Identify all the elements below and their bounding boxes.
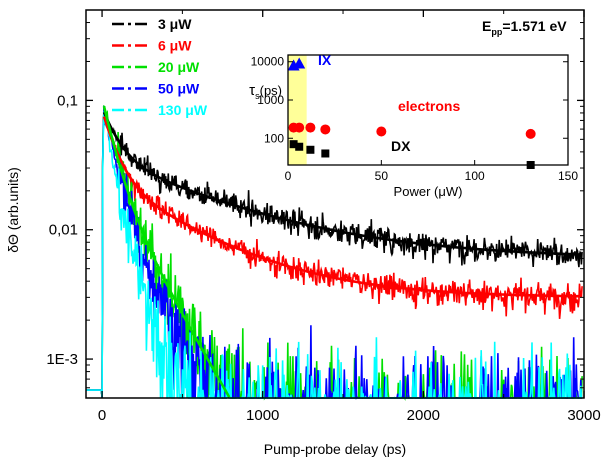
inset-point-IX <box>293 57 306 69</box>
inset-y-title: τs(ps) <box>249 82 282 101</box>
inset-x-tick-label: 0 <box>285 169 292 183</box>
inset-y-title-symbol: τ <box>249 82 255 99</box>
series-line-0 <box>86 110 583 399</box>
inset-point-electrons <box>294 122 305 133</box>
inset-y-title-unit: (ps) <box>260 83 282 98</box>
legend: 3 μW 6 μW 20 μW 50 μW 130 μW <box>112 16 208 118</box>
y-tick-label: 1E-3 <box>46 351 78 368</box>
inset-point-DX <box>321 149 330 158</box>
x-tick-label: 3000 <box>567 407 600 424</box>
inset-frame <box>287 54 569 166</box>
inset-point-DX <box>289 140 298 149</box>
fit-line-1 <box>102 116 582 298</box>
fit-line-2 <box>102 105 231 398</box>
inset-x-tick-label: 50 <box>375 169 389 183</box>
main-fit-lines <box>102 105 582 398</box>
legend-label: 130 μW <box>158 102 208 118</box>
inset-point-DX <box>295 142 304 151</box>
x-tick-label: 1000 <box>246 407 279 424</box>
energy-annotation: Epp=1.571 eV <box>482 18 567 37</box>
inset-label-dx: DX <box>391 138 411 154</box>
inset-y-tick-label: 10000 <box>251 55 285 69</box>
main-plot-frame <box>85 9 585 399</box>
legend-label: 50 μW <box>158 81 200 97</box>
inset-point-electrons <box>376 126 387 137</box>
x-tick-label: 0 <box>98 407 106 424</box>
energy-symbol: E <box>482 18 491 34</box>
inset-point-electrons <box>320 124 331 135</box>
inset-point-electrons <box>305 122 316 133</box>
inset-y-title-sub: s <box>255 91 260 101</box>
fit-line-0 <box>102 111 582 256</box>
legend-label: 20 μW <box>158 59 200 75</box>
inset-x-title: Power (μW) <box>394 184 463 199</box>
inset-chart: 0 50 100 150 100 1000 10000 Power (μW) τs(ps) IX e… <box>249 52 578 199</box>
inset-point-DX <box>306 145 315 154</box>
energy-subscript: pp <box>491 27 502 37</box>
inset-x-tick-label: 100 <box>465 169 485 183</box>
inset-label-electrons: electrons <box>398 98 460 114</box>
inset-highlight-band <box>288 55 307 165</box>
energy-value: =1.571 eV <box>502 18 567 34</box>
inset-label-ix: IX <box>318 52 332 68</box>
y-tick-label: 0,1 <box>57 92 78 109</box>
inset-point-electrons <box>525 128 536 139</box>
inset-y-tick-label: 100 <box>264 131 284 145</box>
x-tick-label: 2000 <box>407 407 440 424</box>
x-axis-title: Pump-probe delay (ps) <box>264 441 406 457</box>
inset-y-tick-label: 1000 <box>257 93 284 107</box>
legend-label: 6 μW <box>158 38 192 54</box>
legend-label: 3 μW <box>158 16 192 32</box>
inset-x-tick-label: 150 <box>558 169 578 183</box>
y-tick-label: 0,01 <box>49 222 78 239</box>
y-axis-title: δΘ (arb.units) <box>5 167 21 253</box>
inset-plot-area <box>288 55 568 165</box>
